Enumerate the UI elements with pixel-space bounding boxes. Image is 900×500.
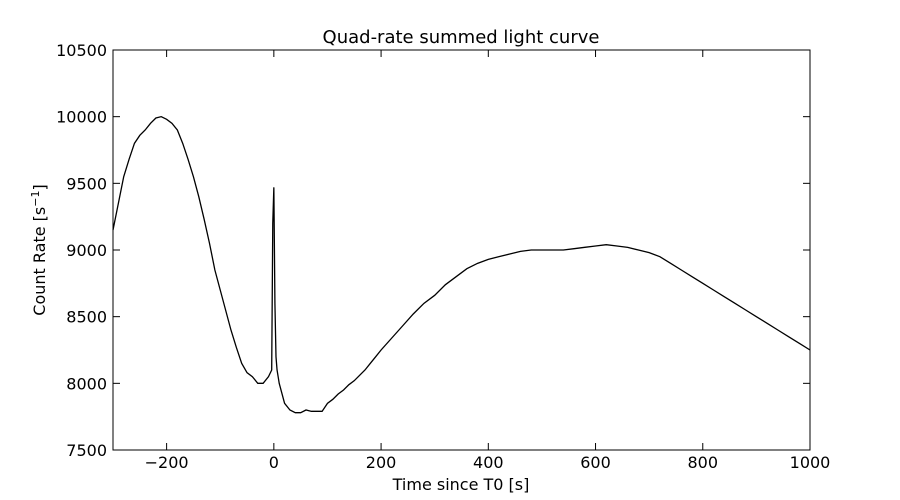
plot-frame [112, 49, 811, 451]
x-tick-label: 800 [687, 453, 718, 472]
y-tick-label: 10000 [56, 108, 107, 127]
y-axis-label-main: Count Rate [s [30, 207, 49, 316]
y-tick-label: 9500 [66, 174, 107, 193]
y-axis-label-exponent: −1 [29, 191, 42, 207]
y-tick-label: 8000 [66, 374, 107, 393]
x-tick-label: 200 [366, 453, 397, 472]
x-tick-label: 400 [473, 453, 504, 472]
x-axis-ticks: −200 0 200 400 600 800 1000 [145, 50, 831, 472]
plot-area [112, 49, 811, 451]
x-axis-label: Time since T0 [s] [392, 475, 530, 494]
y-tick-label: 10500 [56, 41, 107, 60]
light-curve-line [112, 115, 811, 414]
x-tick-label: 1000 [790, 453, 831, 472]
y-tick-label: 8500 [66, 308, 107, 327]
x-tick-label: 600 [580, 453, 611, 472]
x-tick-label: 0 [269, 453, 279, 472]
y-tick-label: 7500 [66, 441, 107, 460]
y-axis-ticks: 7500 8000 8500 9000 9500 10000 10500 [56, 41, 810, 460]
y-axis-label: Count Rate [s−1] [29, 184, 49, 315]
x-tick-label: −200 [145, 453, 189, 472]
y-tick-label: 9000 [66, 241, 107, 260]
chart-title: Quad-rate summed light curve [323, 27, 600, 48]
y-axis-label-end: ] [30, 184, 49, 190]
